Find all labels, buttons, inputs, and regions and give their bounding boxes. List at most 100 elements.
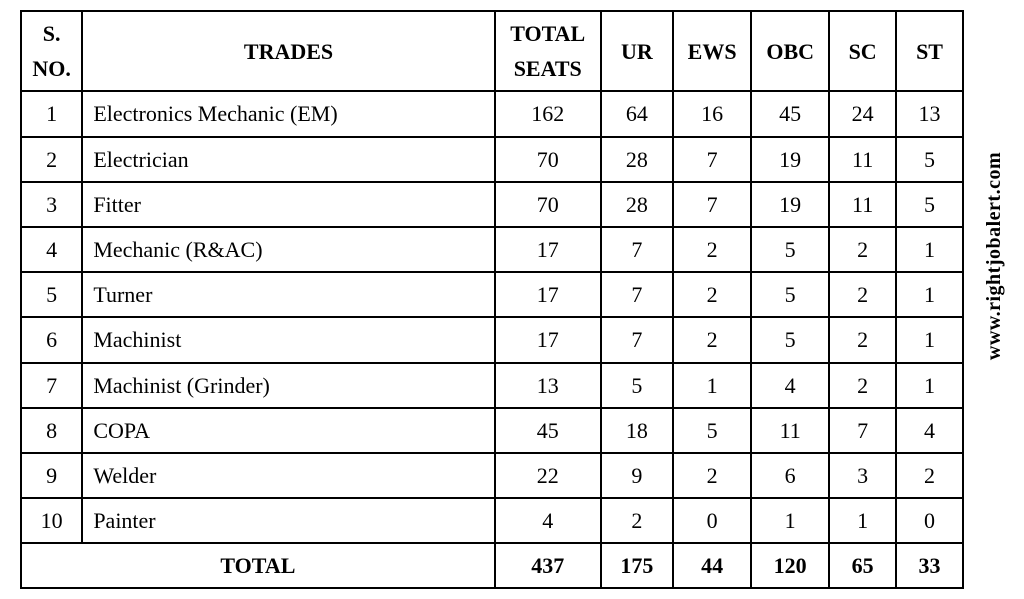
cell-trade: Painter — [82, 498, 494, 543]
cell-st: 1 — [896, 227, 963, 272]
cell-total: 45 — [495, 408, 601, 453]
cell-sno: 7 — [21, 363, 82, 408]
cell-st: 5 — [896, 137, 963, 182]
total-total: 437 — [495, 543, 601, 588]
cell-obc: 45 — [751, 91, 829, 136]
col-header-sno: S. NO. — [21, 11, 82, 91]
cell-trade: Machinist (Grinder) — [82, 363, 494, 408]
table-row: 10Painter420110 — [21, 498, 963, 543]
cell-ur: 2 — [601, 498, 673, 543]
col-header-trade: TRADES — [82, 11, 494, 91]
cell-ur: 5 — [601, 363, 673, 408]
table-row: 3Fitter7028719115 — [21, 182, 963, 227]
cell-st: 13 — [896, 91, 963, 136]
cell-trade: Turner — [82, 272, 494, 317]
table-container: S. NO. TRADES TOTAL SEATS UR EWS OBC SC … — [0, 0, 1024, 599]
cell-ur: 18 — [601, 408, 673, 453]
cell-total: 4 — [495, 498, 601, 543]
cell-total: 22 — [495, 453, 601, 498]
cell-sno: 1 — [21, 91, 82, 136]
cell-ur: 28 — [601, 182, 673, 227]
cell-obc: 19 — [751, 182, 829, 227]
cell-ews: 1 — [673, 363, 751, 408]
total-sc: 65 — [829, 543, 896, 588]
cell-ur: 7 — [601, 272, 673, 317]
cell-sc: 2 — [829, 227, 896, 272]
cell-sno: 6 — [21, 317, 82, 362]
table-total-row: TOTAL437175441206533 — [21, 543, 963, 588]
total-obc: 120 — [751, 543, 829, 588]
table-row: 8COPA451851174 — [21, 408, 963, 453]
cell-trade: COPA — [82, 408, 494, 453]
cell-st: 2 — [896, 453, 963, 498]
table-header-row: S. NO. TRADES TOTAL SEATS UR EWS OBC SC … — [21, 11, 963, 91]
cell-total: 70 — [495, 137, 601, 182]
cell-st: 1 — [896, 272, 963, 317]
cell-sno: 4 — [21, 227, 82, 272]
cell-trade: Machinist — [82, 317, 494, 362]
cell-sc: 2 — [829, 363, 896, 408]
trades-table: S. NO. TRADES TOTAL SEATS UR EWS OBC SC … — [20, 10, 964, 589]
cell-total: 162 — [495, 91, 601, 136]
cell-sc: 24 — [829, 91, 896, 136]
cell-total: 17 — [495, 272, 601, 317]
cell-st: 0 — [896, 498, 963, 543]
cell-total: 70 — [495, 182, 601, 227]
total-label: TOTAL — [21, 543, 495, 588]
cell-total: 13 — [495, 363, 601, 408]
table-row: 7Machinist (Grinder)1351421 — [21, 363, 963, 408]
cell-sno: 2 — [21, 137, 82, 182]
cell-sc: 3 — [829, 453, 896, 498]
cell-trade: Fitter — [82, 182, 494, 227]
cell-obc: 11 — [751, 408, 829, 453]
table-body: 1Electronics Mechanic (EM)16264164524132… — [21, 91, 963, 588]
cell-total: 17 — [495, 317, 601, 362]
table-row: 4Mechanic (R&AC)1772521 — [21, 227, 963, 272]
col-header-ur: UR — [601, 11, 673, 91]
cell-sc: 11 — [829, 137, 896, 182]
cell-ews: 0 — [673, 498, 751, 543]
table-row: 9Welder2292632 — [21, 453, 963, 498]
cell-obc: 5 — [751, 317, 829, 362]
cell-sno: 8 — [21, 408, 82, 453]
table-row: 1Electronics Mechanic (EM)1626416452413 — [21, 91, 963, 136]
cell-sno: 3 — [21, 182, 82, 227]
cell-sc: 2 — [829, 272, 896, 317]
cell-ews: 2 — [673, 227, 751, 272]
cell-sno: 10 — [21, 498, 82, 543]
cell-sc: 1 — [829, 498, 896, 543]
cell-ews: 2 — [673, 317, 751, 362]
cell-obc: 4 — [751, 363, 829, 408]
cell-st: 5 — [896, 182, 963, 227]
table-row: 6Machinist1772521 — [21, 317, 963, 362]
col-header-sc: SC — [829, 11, 896, 91]
cell-total: 17 — [495, 227, 601, 272]
cell-obc: 19 — [751, 137, 829, 182]
cell-ews: 2 — [673, 453, 751, 498]
table-row: 2Electrician7028719115 — [21, 137, 963, 182]
cell-sno: 5 — [21, 272, 82, 317]
cell-sno: 9 — [21, 453, 82, 498]
table-row: 5Turner1772521 — [21, 272, 963, 317]
cell-sc: 2 — [829, 317, 896, 362]
cell-ur: 7 — [601, 227, 673, 272]
cell-ews: 5 — [673, 408, 751, 453]
cell-ews: 7 — [673, 182, 751, 227]
watermark-text: www.rightjobalert.com — [983, 152, 1006, 360]
cell-obc: 5 — [751, 272, 829, 317]
cell-trade: Electrician — [82, 137, 494, 182]
cell-obc: 6 — [751, 453, 829, 498]
cell-trade: Mechanic (R&AC) — [82, 227, 494, 272]
cell-sc: 11 — [829, 182, 896, 227]
col-header-ews: EWS — [673, 11, 751, 91]
cell-ews: 2 — [673, 272, 751, 317]
col-header-st: ST — [896, 11, 963, 91]
cell-trade: Electronics Mechanic (EM) — [82, 91, 494, 136]
col-header-total: TOTAL SEATS — [495, 11, 601, 91]
cell-ews: 7 — [673, 137, 751, 182]
cell-obc: 5 — [751, 227, 829, 272]
cell-ews: 16 — [673, 91, 751, 136]
cell-st: 1 — [896, 317, 963, 362]
cell-st: 1 — [896, 363, 963, 408]
total-ur: 175 — [601, 543, 673, 588]
